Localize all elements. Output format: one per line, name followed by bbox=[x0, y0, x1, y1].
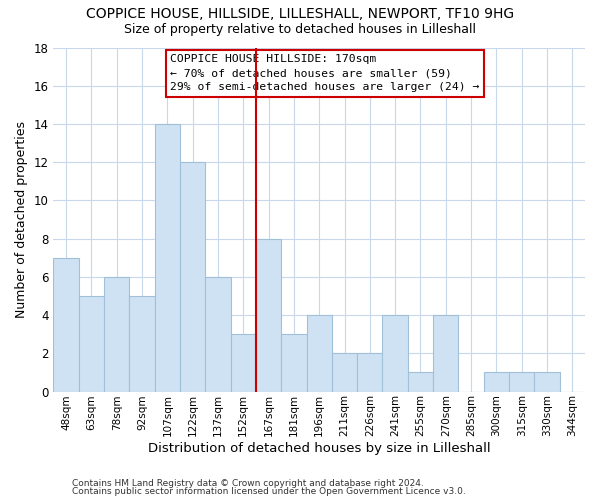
Bar bbox=[256, 238, 281, 392]
Y-axis label: Number of detached properties: Number of detached properties bbox=[15, 121, 28, 318]
Bar bbox=[155, 124, 180, 392]
Bar bbox=[535, 372, 560, 392]
Bar bbox=[180, 162, 205, 392]
Bar bbox=[509, 372, 535, 392]
Bar bbox=[408, 372, 433, 392]
Bar bbox=[130, 296, 155, 392]
Bar bbox=[104, 277, 130, 392]
Bar bbox=[357, 354, 382, 392]
Text: Contains HM Land Registry data © Crown copyright and database right 2024.: Contains HM Land Registry data © Crown c… bbox=[72, 478, 424, 488]
Bar bbox=[205, 277, 230, 392]
Text: Size of property relative to detached houses in Lilleshall: Size of property relative to detached ho… bbox=[124, 22, 476, 36]
Bar bbox=[281, 334, 307, 392]
Bar bbox=[484, 372, 509, 392]
Bar bbox=[382, 315, 408, 392]
Text: COPPICE HOUSE HILLSIDE: 170sqm
← 70% of detached houses are smaller (59)
29% of : COPPICE HOUSE HILLSIDE: 170sqm ← 70% of … bbox=[170, 54, 480, 92]
Text: Contains public sector information licensed under the Open Government Licence v3: Contains public sector information licen… bbox=[72, 487, 466, 496]
Bar bbox=[307, 315, 332, 392]
Bar bbox=[230, 334, 256, 392]
X-axis label: Distribution of detached houses by size in Lilleshall: Distribution of detached houses by size … bbox=[148, 442, 491, 455]
Bar bbox=[433, 315, 458, 392]
Text: COPPICE HOUSE, HILLSIDE, LILLESHALL, NEWPORT, TF10 9HG: COPPICE HOUSE, HILLSIDE, LILLESHALL, NEW… bbox=[86, 8, 514, 22]
Bar bbox=[332, 354, 357, 392]
Bar bbox=[79, 296, 104, 392]
Bar bbox=[53, 258, 79, 392]
